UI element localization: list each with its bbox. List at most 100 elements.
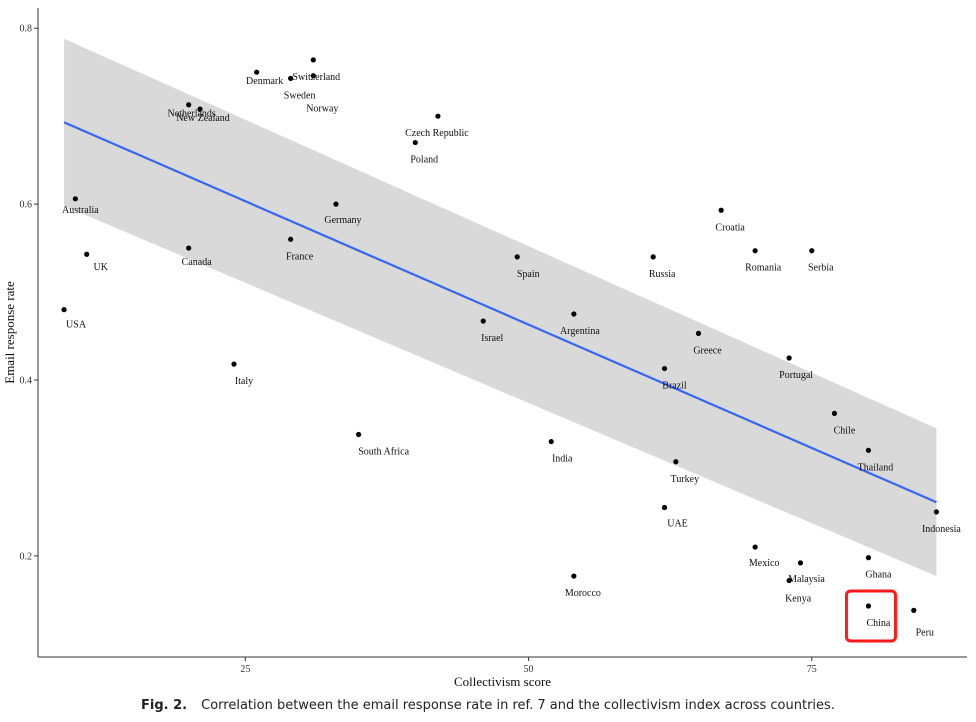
point-label-sweden: Sweden	[284, 90, 316, 101]
data-point-italy	[231, 361, 237, 367]
point-label-spain: Spain	[517, 269, 540, 280]
data-point-switzerland	[310, 57, 316, 63]
point-label-uae: UAE	[667, 519, 688, 530]
point-label-kenya: Kenya	[785, 593, 812, 604]
point-label-mexico: Mexico	[749, 558, 780, 569]
data-point-france	[288, 236, 294, 242]
data-point-uae	[661, 504, 668, 511]
data-point-morocco	[571, 573, 577, 579]
point-label-denmark: Denmark	[246, 76, 283, 87]
x-tick-label-25: 25	[240, 664, 250, 675]
data-point-serbia	[809, 248, 815, 254]
point-label-russia: Russia	[649, 269, 676, 280]
point-label-china: China	[866, 618, 890, 629]
y-tick-label-0.8: 0.8	[20, 24, 33, 35]
point-label-germany: Germany	[324, 215, 361, 226]
data-point-poland	[412, 139, 418, 146]
point-label-indonesia: Indonesia	[922, 524, 961, 535]
data-point-croatia	[718, 207, 724, 213]
data-point-kenya	[786, 577, 792, 584]
point-label-israel: Israel	[481, 333, 503, 344]
y-axis-title: Email response rate	[2, 281, 17, 384]
point-label-switzerland: Switzerland	[292, 72, 340, 83]
point-label-usa: USA	[66, 320, 87, 331]
data-point-thailand	[865, 447, 872, 453]
point-label-portugal: Portugal	[779, 370, 813, 381]
data-point-ghana	[865, 555, 872, 561]
point-label-serbia: Serbia	[808, 263, 834, 274]
data-point-australia	[72, 196, 78, 202]
point-label-ghana: Ghana	[865, 570, 892, 581]
point-label-australia: Australia	[62, 205, 99, 216]
data-point-uk	[84, 251, 90, 257]
point-label-romania: Romania	[745, 263, 782, 274]
highlight-layer	[844, 589, 897, 643]
data-point-brazil	[661, 365, 668, 372]
data-point-south-africa	[356, 431, 362, 438]
point-label-india: India	[552, 454, 573, 465]
y-tick-label-0.4: 0.4	[20, 375, 33, 386]
figure-caption: Fig. 2. Correlation between the email res…	[0, 698, 976, 713]
point-label-turkey: Turkey	[671, 474, 700, 485]
data-point-portugal	[786, 355, 792, 361]
data-point-usa	[61, 307, 67, 313]
data-point-germany	[333, 201, 339, 207]
figure-label: Fig. 2.	[141, 698, 188, 713]
point-label-brazil: Brazil	[662, 381, 687, 392]
data-point-norway	[310, 73, 316, 79]
data-point-indonesia	[933, 509, 940, 515]
caption-text: Correlation between the email response r…	[201, 698, 835, 713]
trend-line	[63, 121, 937, 504]
data-point-romania	[752, 248, 758, 254]
axes-layer: 25 50 75 0.2 0.4 0.6 0.8	[20, 8, 967, 675]
point-label-chile: Chile	[834, 425, 856, 436]
data-point-india	[548, 438, 554, 445]
data-point-israel	[480, 318, 486, 324]
y-tick-label-0.2: 0.2	[20, 551, 33, 562]
data-point-denmark	[254, 69, 260, 75]
data-point-china	[865, 603, 872, 609]
data-point-mexico	[752, 544, 758, 550]
data-point-spain	[514, 254, 520, 260]
point-label-poland: Poland	[410, 155, 438, 166]
data-point-new-zealand	[197, 106, 203, 112]
point-label-new-zealand: New Zealand	[176, 113, 230, 124]
point-label-croatia: Croatia	[715, 222, 745, 233]
point-label-argentina: Argentina	[560, 326, 600, 337]
point-label-south-africa: South Africa	[358, 447, 409, 458]
data-point-argentina	[571, 311, 577, 317]
point-label-canada: Canada	[182, 257, 213, 268]
data-point-chile	[831, 410, 838, 417]
point-label-thailand: Thailand	[858, 462, 894, 473]
x-tick-label-50: 50	[524, 664, 534, 675]
data-point-peru	[911, 607, 917, 613]
data-point-russia	[650, 254, 656, 260]
confidence-band	[64, 38, 937, 577]
data-point-czech-republic	[435, 113, 441, 119]
y-tick-label-0.6: 0.6	[20, 200, 33, 211]
data-point-sweden	[288, 75, 294, 81]
point-label-netherlands: Netherlands	[168, 109, 216, 120]
data-point-netherlands	[186, 102, 192, 108]
x-tick-label-75: 75	[807, 664, 817, 675]
point-label-france: France	[286, 251, 314, 262]
data-points-layer	[61, 57, 940, 613]
trend-line-layer	[63, 121, 937, 504]
data-point-turkey	[673, 459, 679, 465]
data-point-malaysia	[797, 560, 804, 566]
data-point-greece	[695, 330, 702, 336]
point-label-norway: Norway	[306, 104, 338, 115]
point-label-italy: Italy	[235, 376, 253, 387]
point-label-greece: Greece	[693, 345, 722, 356]
point-label-uk: UK	[93, 262, 108, 273]
point-label-czech-republic: Czech Republic	[405, 128, 469, 139]
point-label-peru: Peru	[916, 627, 934, 638]
confidence-band-layer	[64, 38, 937, 577]
point-label-morocco: Morocco	[565, 588, 601, 599]
highlight-box	[844, 589, 897, 643]
x-axis-title: Collectivism score	[454, 674, 551, 689]
point-label-malaysia: Malaysia	[788, 574, 825, 585]
